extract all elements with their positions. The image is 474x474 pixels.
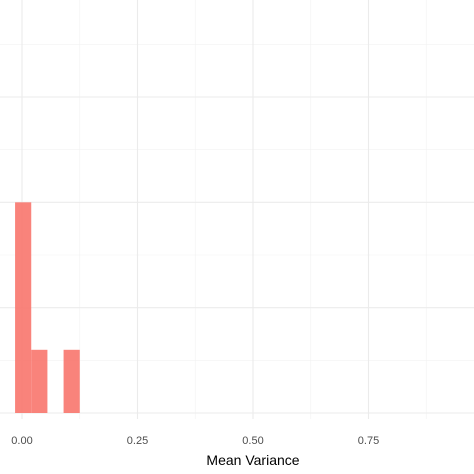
- grid-minor: [0, 0, 474, 419]
- histogram-bar: [63, 349, 80, 413]
- x-tick-label: 0.75: [358, 435, 379, 447]
- x-tick-label: 0.50: [242, 435, 263, 447]
- x-tick-label: 0.25: [127, 435, 148, 447]
- x-tick-label: 0.00: [11, 435, 32, 447]
- histogram-bar: [31, 349, 48, 413]
- x-axis-tick-labels: 0.00 0.25 0.50 0.75: [11, 435, 379, 447]
- histogram-bar: [15, 202, 32, 413]
- x-axis-title: Mean Variance: [206, 452, 299, 468]
- histogram-bars: [15, 202, 80, 413]
